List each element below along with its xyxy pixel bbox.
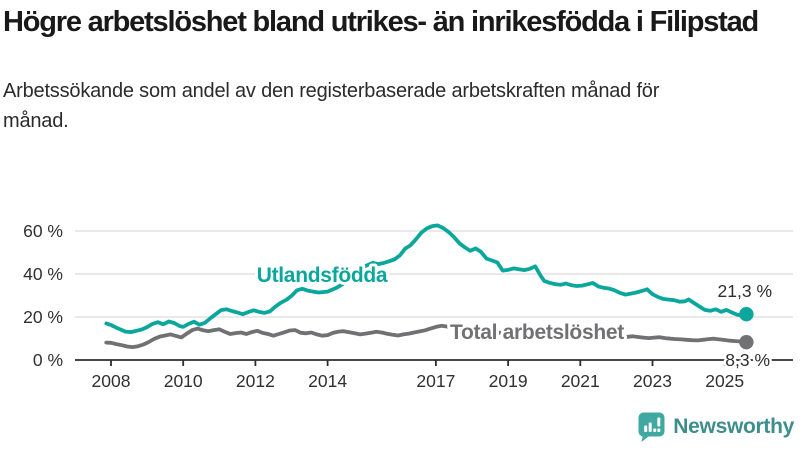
- x-tick-label: 2017: [416, 371, 455, 391]
- end-value-label-utlandsfodda: 21,3 %: [718, 281, 772, 301]
- y-tick-label: 0 %: [33, 350, 63, 370]
- y-tick-label: 60 %: [23, 221, 63, 241]
- bar-chart-speech-bubble-icon: [638, 412, 665, 442]
- page-subtitle: Arbetssökande som andel av den registerb…: [3, 79, 660, 132]
- x-tick-label: 2014: [308, 371, 347, 391]
- x-tick-label: 2012: [236, 371, 275, 391]
- y-tick-label: 20 %: [23, 307, 63, 327]
- line-chart: 0 % 20 % 40 % 60 % 2008 2010 2012 2014 2017 2019 2…: [23, 221, 793, 391]
- y-tick-label: 40 %: [23, 264, 63, 284]
- newsworthy-logo-text: Newsworthy: [673, 414, 794, 438]
- page-title: Högre arbetslöshet bland utrikes- än inr…: [3, 6, 759, 38]
- chart-line-utlandsfodda: [104, 223, 749, 335]
- series-label-utlandsfodda: Utlandsfödda: [257, 264, 388, 287]
- x-tick-label: 2008: [92, 371, 131, 391]
- series-label-total: Total arbetslöshet: [450, 321, 624, 344]
- x-tick-label: 2019: [489, 371, 528, 391]
- chart-header: Högre arbetslöshet bland utrikes- än inr…: [3, 4, 793, 136]
- x-tick-label: 2021: [561, 371, 600, 391]
- end-dot-total: [739, 334, 754, 350]
- chart-line-total: [104, 323, 749, 350]
- end-dot-utlandsfodda: [739, 307, 754, 322]
- end-value-label-total: 8,3 %: [725, 350, 770, 370]
- x-tick-label: 2010: [164, 371, 203, 391]
- x-tick-label: 2025: [705, 371, 744, 391]
- x-tick-label: 2023: [633, 371, 672, 391]
- newsworthy-logo[interactable]: Newsworthy: [637, 411, 794, 442]
